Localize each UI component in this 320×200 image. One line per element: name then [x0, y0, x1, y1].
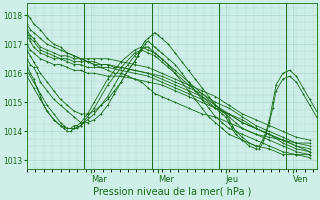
X-axis label: Pression niveau de la mer( hPa ): Pression niveau de la mer( hPa ) — [92, 187, 251, 197]
